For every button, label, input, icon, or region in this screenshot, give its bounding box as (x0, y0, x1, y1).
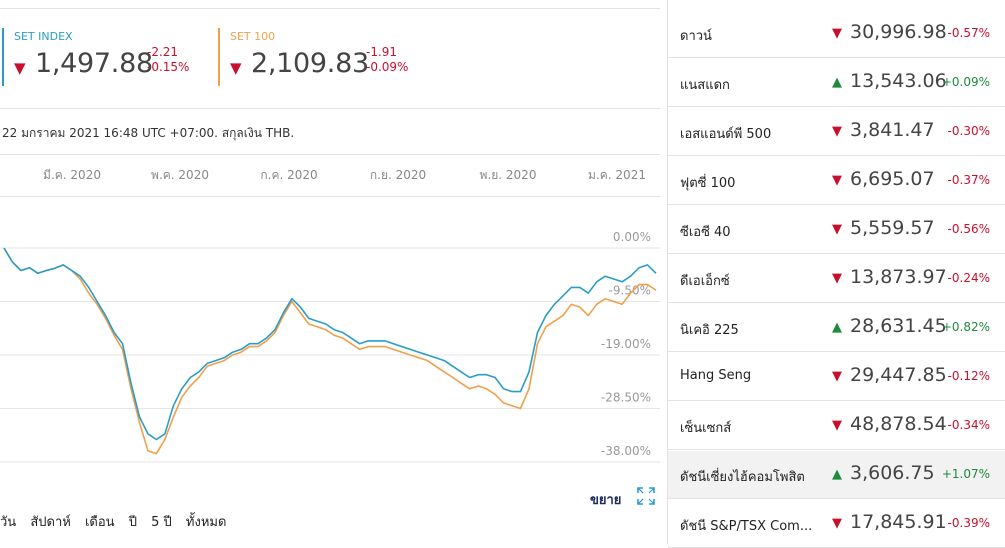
index-change-pct: -0.56% (947, 222, 990, 236)
up-arrow-icon: ▲ (832, 75, 842, 90)
y-tick-label: 0.00% (613, 230, 651, 244)
index-name: ดีเอเอ็กซ์ (680, 274, 730, 289)
quote-color-bar (2, 28, 4, 86)
index-value: 29,447.85 (850, 364, 947, 386)
quote-change-abs: -2.21 (147, 45, 179, 59)
index-name: ซีเอซี 40 (680, 225, 731, 240)
index-change-pct: +1.07% (941, 467, 990, 481)
range-week[interactable]: สัปดาห์ (30, 515, 71, 530)
quote-color-bar (218, 28, 220, 86)
market-index-list: ดาวน์ ▼ 30,996.98 -0.57% แนสแดก ▲ 13,543.06 +0.… (667, 0, 1005, 548)
index-row[interactable]: Hang Seng ▼ 29,447.85 -0.12% (668, 353, 1005, 401)
index-name: Hang Seng (680, 368, 752, 383)
index-name: ดาวน์ (680, 29, 712, 44)
index-name: ดัชนี S&P/TSX Com... (680, 519, 813, 534)
down-arrow-icon: ▼ (832, 124, 842, 139)
index-change-pct: -0.39% (947, 516, 990, 530)
index-name: นิเคอิ 225 (680, 323, 739, 338)
y-tick-label: -28.50% (601, 391, 651, 405)
series-line-set-index (3, 247, 657, 441)
index-change-pct: +0.09% (941, 75, 990, 89)
x-tick-label: ก.ย. 2020 (369, 168, 427, 182)
range-day[interactable]: วัน (0, 515, 17, 530)
index-row[interactable]: เอสแอนด์พี 500 ▼ 3,841.47 -0.30% (668, 108, 1005, 156)
index-row[interactable]: แนสแดก ▲ 13,543.06 +0.09% (668, 59, 1005, 107)
quote-price: 2,109.83 (251, 48, 369, 79)
divider (0, 196, 660, 197)
index-change-pct: -0.37% (947, 173, 990, 187)
index-row[interactable]: ดีเอเอ็กซ์ ▼ 13,873.97 -0.24% (668, 255, 1005, 303)
expand-icon[interactable] (636, 486, 656, 506)
index-value: 3,606.75 (850, 462, 935, 484)
down-arrow-icon: ▼ (832, 26, 842, 41)
index-row[interactable]: เซ็นเซกส์ ▼ 48,878.54 -0.34% (668, 402, 1005, 450)
x-tick-label: มี.ค. 2020 (43, 168, 101, 182)
quote-change: -2.21 -0.15% (147, 45, 189, 75)
y-tick-label: -38.00% (601, 444, 651, 458)
x-tick-label: พ.ค. 2020 (151, 168, 209, 182)
down-arrow-icon: ▼ (832, 418, 842, 433)
index-name: เอสแอนด์พี 500 (680, 127, 772, 142)
index-row[interactable]: ดาวน์ ▼ 30,996.98 -0.57% (668, 10, 1005, 58)
range-5-year[interactable]: 5 ปี (151, 515, 172, 530)
index-value: 13,873.97 (850, 266, 947, 288)
index-row[interactable]: ฟุตซี่ 100 ▼ 6,695.07 -0.37% (668, 157, 1005, 205)
index-change-pct: -0.12% (947, 369, 990, 383)
index-value: 30,996.98 (850, 21, 947, 43)
chart-panel: SET INDEX ▼ 1,497.88 -2.21 -0.15% SET 10… (0, 0, 660, 532)
down-arrow-icon: ▼ (230, 59, 242, 77)
divider (0, 108, 660, 109)
range-all[interactable]: ทั้งหมด (185, 515, 227, 530)
quote-change-abs: -1.91 (366, 45, 398, 59)
index-row[interactable]: ดัชนี S&P/TSX Com... ▼ 17,845.91 -0.39% (668, 500, 1005, 548)
quote-price: 1,497.88 (35, 48, 153, 79)
index-name: ดัชนีเซี่ยงไฮ้คอมโพสิต (680, 470, 805, 485)
quote-name: SET 100 (230, 30, 276, 43)
index-name: เซ็นเซกส์ (680, 421, 732, 436)
line-chart[interactable]: 0.00% -9.50% -19.00% -28.50% -38.00% (0, 0, 660, 480)
quote-change-pct: -0.15% (147, 60, 190, 74)
index-value: 28,631.45 (850, 315, 947, 337)
index-value: 6,695.07 (850, 168, 935, 190)
index-value: 13,543.06 (850, 70, 947, 92)
down-arrow-icon: ▼ (832, 173, 842, 188)
index-value: 3,841.47 (850, 119, 935, 141)
x-tick-label: ม.ค. 2021 (588, 168, 646, 182)
index-change-pct: -0.24% (947, 271, 990, 285)
down-arrow-icon: ▼ (832, 222, 842, 237)
index-row[interactable]: นิเคอิ 225 ▲ 28,631.45 +0.82% (668, 304, 1005, 352)
down-arrow-icon: ▼ (14, 59, 26, 77)
index-row[interactable]: ซีเอซี 40 ▼ 5,559.57 -0.56% (668, 206, 1005, 254)
divider (0, 154, 660, 155)
index-change-pct: +0.82% (941, 320, 990, 334)
range-selector: วัน สัปดาห์ เดือน ปี 5 ปี ทั้งหมด (0, 511, 236, 532)
up-arrow-icon: ▲ (832, 467, 842, 482)
index-row[interactable]: ดัชนีเซี่ยงไฮ้คอมโพสิต ▲ 3,606.75 +1.07% (668, 451, 1005, 499)
y-tick-label: -9.50% (609, 284, 651, 298)
index-change-pct: -0.30% (947, 124, 990, 138)
index-name: แนสแดก (680, 78, 730, 93)
divider (0, 8, 660, 9)
range-year[interactable]: ปี (128, 515, 137, 530)
series-line-set-100 (3, 247, 657, 455)
down-arrow-icon: ▼ (832, 271, 842, 286)
index-value: 48,878.54 (850, 413, 947, 435)
index-change-pct: -0.34% (947, 418, 990, 432)
down-arrow-icon: ▼ (832, 516, 842, 531)
x-tick-label: ก.ค. 2020 (260, 168, 318, 182)
y-tick-label: -19.00% (601, 337, 651, 351)
quote-name: SET INDEX (14, 30, 73, 43)
range-month[interactable]: เดือน (84, 515, 115, 530)
up-arrow-icon: ▲ (832, 320, 842, 335)
timestamp: 22 มกราคม 2021 16:48 UTC +07:00. สกุลเงิ… (2, 126, 295, 140)
index-name: ฟุตซี่ 100 (680, 176, 736, 191)
down-arrow-icon: ▼ (832, 369, 842, 384)
index-change-pct: -0.57% (947, 26, 990, 40)
index-value: 17,845.91 (850, 511, 947, 533)
x-tick-label: พ.ย. 2020 (479, 168, 537, 182)
index-value: 5,559.57 (850, 217, 935, 239)
quote-change-pct: -0.09% (366, 60, 409, 74)
expand-label[interactable]: ขยาย (590, 493, 622, 508)
quote-change: -1.91 -0.09% (366, 45, 408, 75)
